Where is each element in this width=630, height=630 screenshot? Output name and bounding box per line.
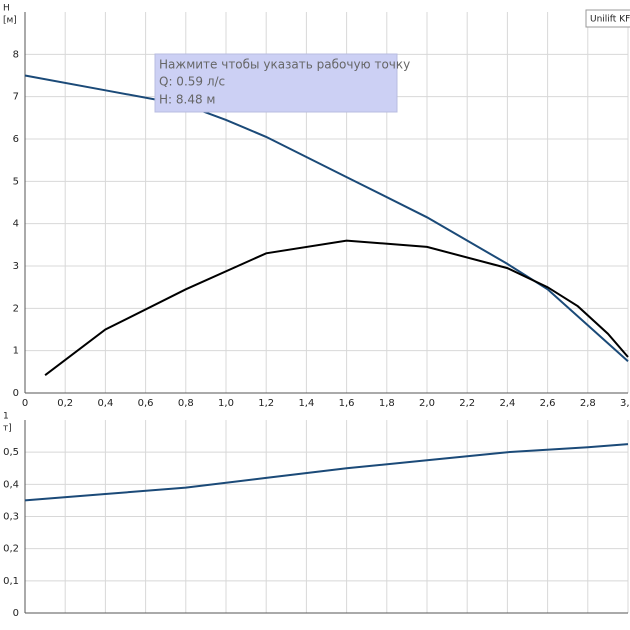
y-tick-label: 0,2 [3,544,19,555]
curve [24,443,629,502]
x-tick-label: 1,8 [379,398,395,409]
x-tick-label: 0 [22,398,28,409]
y-tick-label: 0,4 [3,479,19,490]
y-tick-label: 4 [13,219,19,230]
y-tick-label: 1 [13,346,19,357]
tooltip-h: H: 8.48 м [159,93,215,107]
x-tick-label: 1,6 [339,398,355,409]
y-tick-label: 0 [13,608,19,619]
legend-label: Unilift KF [590,15,630,25]
x-tick-label: 0,4 [97,398,113,409]
y-tick-label: 0,1 [3,576,19,587]
y-tick-label: 3 [13,261,19,272]
y-axis-label: [м] [3,16,17,26]
x-tick-label: 1,2 [258,398,274,409]
x-tick-label: 0,2 [57,398,73,409]
y-tick-label: 7 [13,92,19,103]
y-axis-label: т] [3,424,12,434]
y-tick-label: 0 [13,388,19,399]
tooltip [154,53,398,113]
tooltip-hint: Нажмите чтобы указать рабочую точку [159,58,410,72]
y-tick-label: 2 [13,303,19,314]
x-tick-label: 2,2 [459,398,475,409]
tooltip-q: Q: 0.59 л/с [159,75,225,89]
y-tick-label: 8 [13,49,19,60]
x-tick-label: 0,6 [138,398,154,409]
y-tick-label: 0,3 [3,512,19,523]
legend-box [585,9,630,28]
x-tick-label: 3,0 [620,398,630,409]
y-tick-label: 0,5 [3,447,19,458]
curve [44,239,629,376]
y-tick-label: 6 [13,134,19,145]
x-tick-label: 2,8 [580,398,596,409]
x-tick-label: 2,4 [499,398,515,409]
y-axis-label: 1 [3,412,9,422]
y-axis-label: H [3,4,10,14]
y-tick-label: 5 [13,176,19,187]
x-tick-label: 0,8 [178,398,194,409]
x-tick-label: 1,4 [298,398,314,409]
x-tick-label: 2,0 [419,398,435,409]
x-tick-label: 2,6 [540,398,556,409]
x-tick-label: 1,0 [218,398,234,409]
